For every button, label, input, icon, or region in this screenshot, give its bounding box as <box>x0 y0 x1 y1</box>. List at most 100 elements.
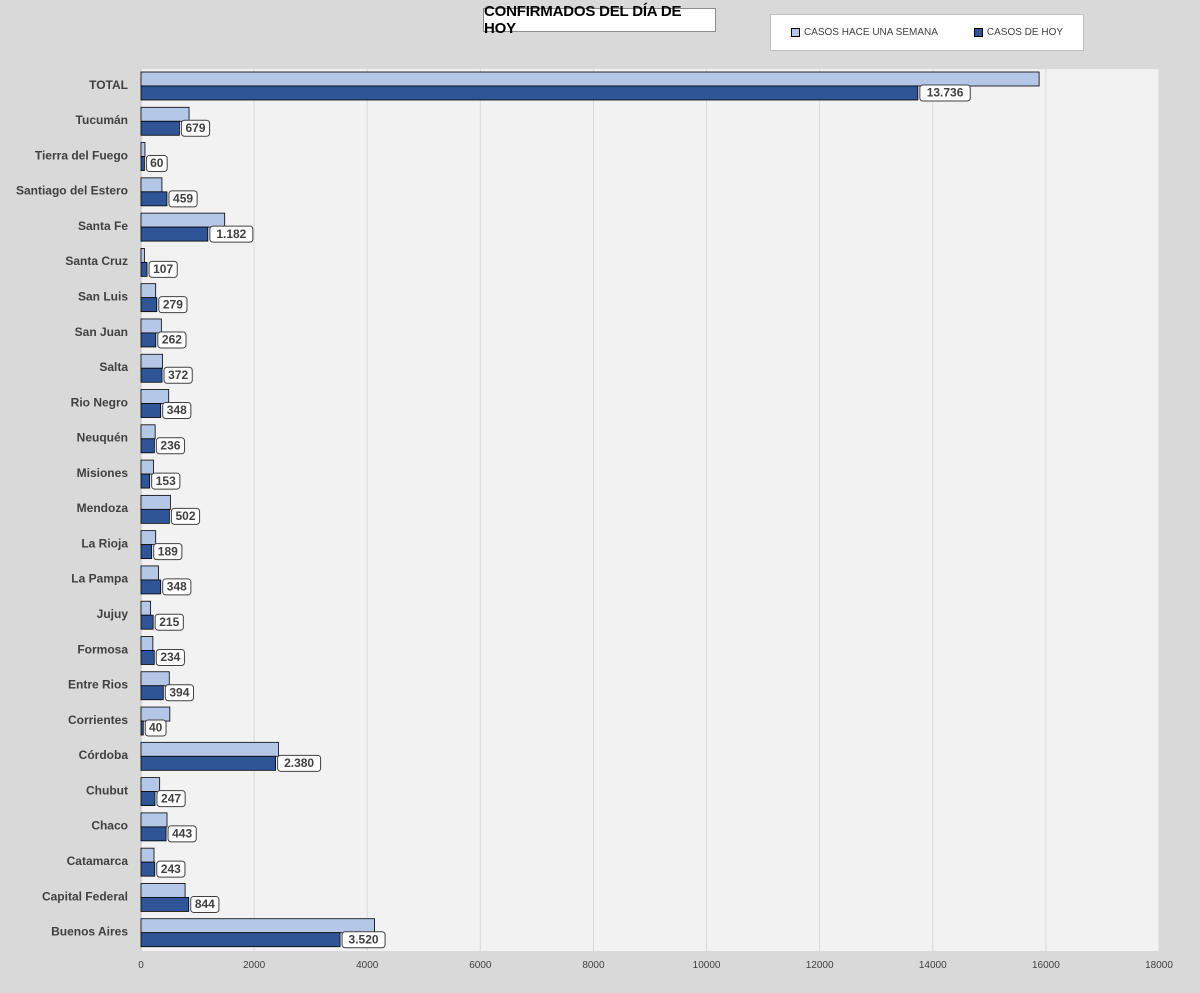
category-label: TOTAL <box>89 78 128 92</box>
legend-label-today: CASOS DE HOY <box>986 27 1064 38</box>
bar-week-ago <box>140 424 156 440</box>
category-label: Buenos Aires <box>51 925 128 939</box>
category-label: Capital Federal <box>42 889 128 903</box>
data-label-box <box>145 155 168 173</box>
bar-today <box>140 120 180 136</box>
data-label-box <box>277 754 322 772</box>
chart-title: CONFIRMADOS DEL DÍA DE HOY <box>483 3 716 37</box>
bar-week-ago <box>140 671 170 687</box>
bar-today <box>140 297 158 313</box>
plot-area <box>141 69 1159 951</box>
data-label: 3.520 <box>349 932 379 946</box>
data-label: 107 <box>153 262 173 276</box>
bar-today <box>140 261 148 277</box>
category-label: San Juan <box>75 325 128 339</box>
bar-today <box>140 85 919 101</box>
data-label-box <box>170 507 201 525</box>
category-label: La Pampa <box>71 572 128 586</box>
bar-today <box>140 226 209 242</box>
data-label-box <box>157 331 187 349</box>
data-label: 40 <box>149 721 163 735</box>
data-label: 60 <box>150 156 164 170</box>
data-label: 262 <box>162 333 182 347</box>
bar-today <box>140 367 163 383</box>
data-label-box <box>163 366 193 384</box>
bar-week-ago <box>140 353 163 369</box>
x-tick-label: 14000 <box>919 960 947 971</box>
bar-week-ago <box>140 318 162 334</box>
data-label: 153 <box>156 474 176 488</box>
category-label: Rio Negro <box>71 395 128 409</box>
x-tick-label: 4000 <box>356 960 379 971</box>
data-label: 234 <box>160 650 180 664</box>
data-label: 1.182 <box>216 227 246 241</box>
bar-today <box>140 438 155 454</box>
category-label: Entre Rios <box>68 678 128 692</box>
category-label: Neuquén <box>77 431 128 445</box>
data-label-box <box>155 648 185 666</box>
bar-week-ago <box>140 283 157 299</box>
bar-today <box>140 897 190 912</box>
data-label-box <box>162 578 192 596</box>
data-label: 215 <box>159 615 179 629</box>
data-label-box <box>155 437 186 455</box>
bar-today <box>140 791 156 806</box>
data-label-box <box>151 472 181 490</box>
x-tick-label: 2000 <box>243 960 266 971</box>
data-label: 236 <box>160 438 180 452</box>
data-label-box <box>162 402 192 420</box>
category-label: Santa Cruz <box>65 254 128 268</box>
data-label: 459 <box>173 192 193 206</box>
bar-week-ago <box>140 530 157 546</box>
data-label-box <box>154 613 184 631</box>
data-label-box <box>180 119 211 137</box>
bar-today <box>140 191 168 207</box>
bar-today <box>140 508 170 524</box>
bar-today <box>140 544 153 560</box>
bar-today <box>140 579 162 595</box>
data-label: 279 <box>163 297 183 311</box>
bar-week-ago <box>140 459 154 475</box>
data-label-box <box>209 225 254 243</box>
data-label: 443 <box>172 827 192 841</box>
data-label-box <box>919 84 971 102</box>
bar-today <box>140 156 145 171</box>
bar-week-ago <box>140 177 163 193</box>
bar-week-ago <box>140 741 279 757</box>
x-tick-label: 16000 <box>1032 960 1060 971</box>
data-label: 348 <box>167 580 187 594</box>
data-label: 844 <box>195 897 215 911</box>
x-tick-label: 0 <box>138 960 144 971</box>
data-label-box <box>144 719 167 737</box>
legend-swatch-today <box>973 28 983 37</box>
bar-today <box>140 826 167 842</box>
bar-today <box>140 932 341 948</box>
category-label: Santiago del Estero <box>16 184 128 198</box>
bar-week-ago <box>140 389 170 404</box>
bar-week-ago <box>140 106 190 122</box>
legend: CASOS HACE UNA SEMANA CASOS DE HOY <box>770 14 1084 51</box>
bar-week-ago <box>140 883 186 898</box>
data-label: 243 <box>161 862 181 876</box>
data-label-box <box>148 260 178 278</box>
legend-swatch-week-ago <box>790 28 800 37</box>
category-label: Formosa <box>77 642 128 656</box>
bar-week-ago <box>140 600 152 616</box>
data-label: 372 <box>168 368 188 382</box>
bar-today <box>140 720 144 736</box>
legend-label-week-ago: CASOS HACE UNA SEMANA <box>803 27 938 38</box>
category-label: Misiones <box>77 466 129 480</box>
data-label-box <box>153 543 183 561</box>
x-tick-label: 12000 <box>806 960 834 971</box>
bar-today <box>140 861 156 877</box>
data-label: 247 <box>161 791 181 805</box>
bar-today <box>140 755 277 771</box>
category-label: San Luis <box>78 289 128 303</box>
category-label: Tierra del Fuego <box>35 148 128 162</box>
bar-today <box>140 650 155 665</box>
bar-week-ago <box>140 706 171 722</box>
data-label-box <box>156 860 186 878</box>
bar-week-ago <box>140 494 171 510</box>
bar-week-ago <box>140 636 154 651</box>
bar-today <box>140 403 162 418</box>
